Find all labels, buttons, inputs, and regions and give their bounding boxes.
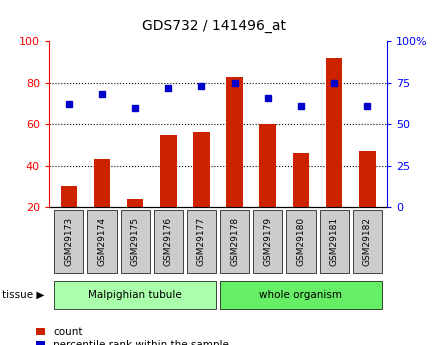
Bar bbox=[227, 77, 243, 207]
Bar bbox=[154, 210, 183, 273]
Legend: count, percentile rank within the sample: count, percentile rank within the sample bbox=[36, 327, 229, 345]
Bar bbox=[54, 281, 216, 309]
Text: GSM29173: GSM29173 bbox=[65, 217, 73, 266]
Bar bbox=[326, 58, 342, 207]
Bar bbox=[127, 199, 143, 207]
Text: GDS732 / 141496_at: GDS732 / 141496_at bbox=[142, 19, 286, 33]
Bar bbox=[61, 186, 77, 207]
Text: GSM29179: GSM29179 bbox=[263, 217, 272, 266]
Bar bbox=[286, 210, 316, 273]
Bar bbox=[187, 210, 216, 273]
Text: GSM29175: GSM29175 bbox=[131, 217, 140, 266]
Text: GSM29176: GSM29176 bbox=[164, 217, 173, 266]
Bar bbox=[293, 153, 309, 207]
Text: Malpighian tubule: Malpighian tubule bbox=[88, 290, 182, 300]
Text: whole organism: whole organism bbox=[259, 290, 343, 300]
Bar bbox=[94, 159, 110, 207]
Bar bbox=[121, 210, 150, 273]
Text: GSM29174: GSM29174 bbox=[97, 217, 106, 266]
Bar bbox=[87, 210, 117, 273]
Bar bbox=[220, 210, 249, 273]
Text: GSM29182: GSM29182 bbox=[363, 217, 372, 266]
Bar bbox=[359, 151, 376, 207]
Bar bbox=[160, 135, 177, 207]
Text: GSM29181: GSM29181 bbox=[330, 217, 339, 266]
Bar bbox=[220, 281, 382, 309]
Bar bbox=[320, 210, 349, 273]
Text: GSM29180: GSM29180 bbox=[296, 217, 305, 266]
Text: GSM29178: GSM29178 bbox=[230, 217, 239, 266]
Bar bbox=[54, 210, 83, 273]
Bar bbox=[253, 210, 283, 273]
Bar bbox=[193, 132, 210, 207]
Bar bbox=[259, 124, 276, 207]
Bar bbox=[353, 210, 382, 273]
Text: tissue ▶: tissue ▶ bbox=[2, 290, 44, 300]
Text: GSM29177: GSM29177 bbox=[197, 217, 206, 266]
